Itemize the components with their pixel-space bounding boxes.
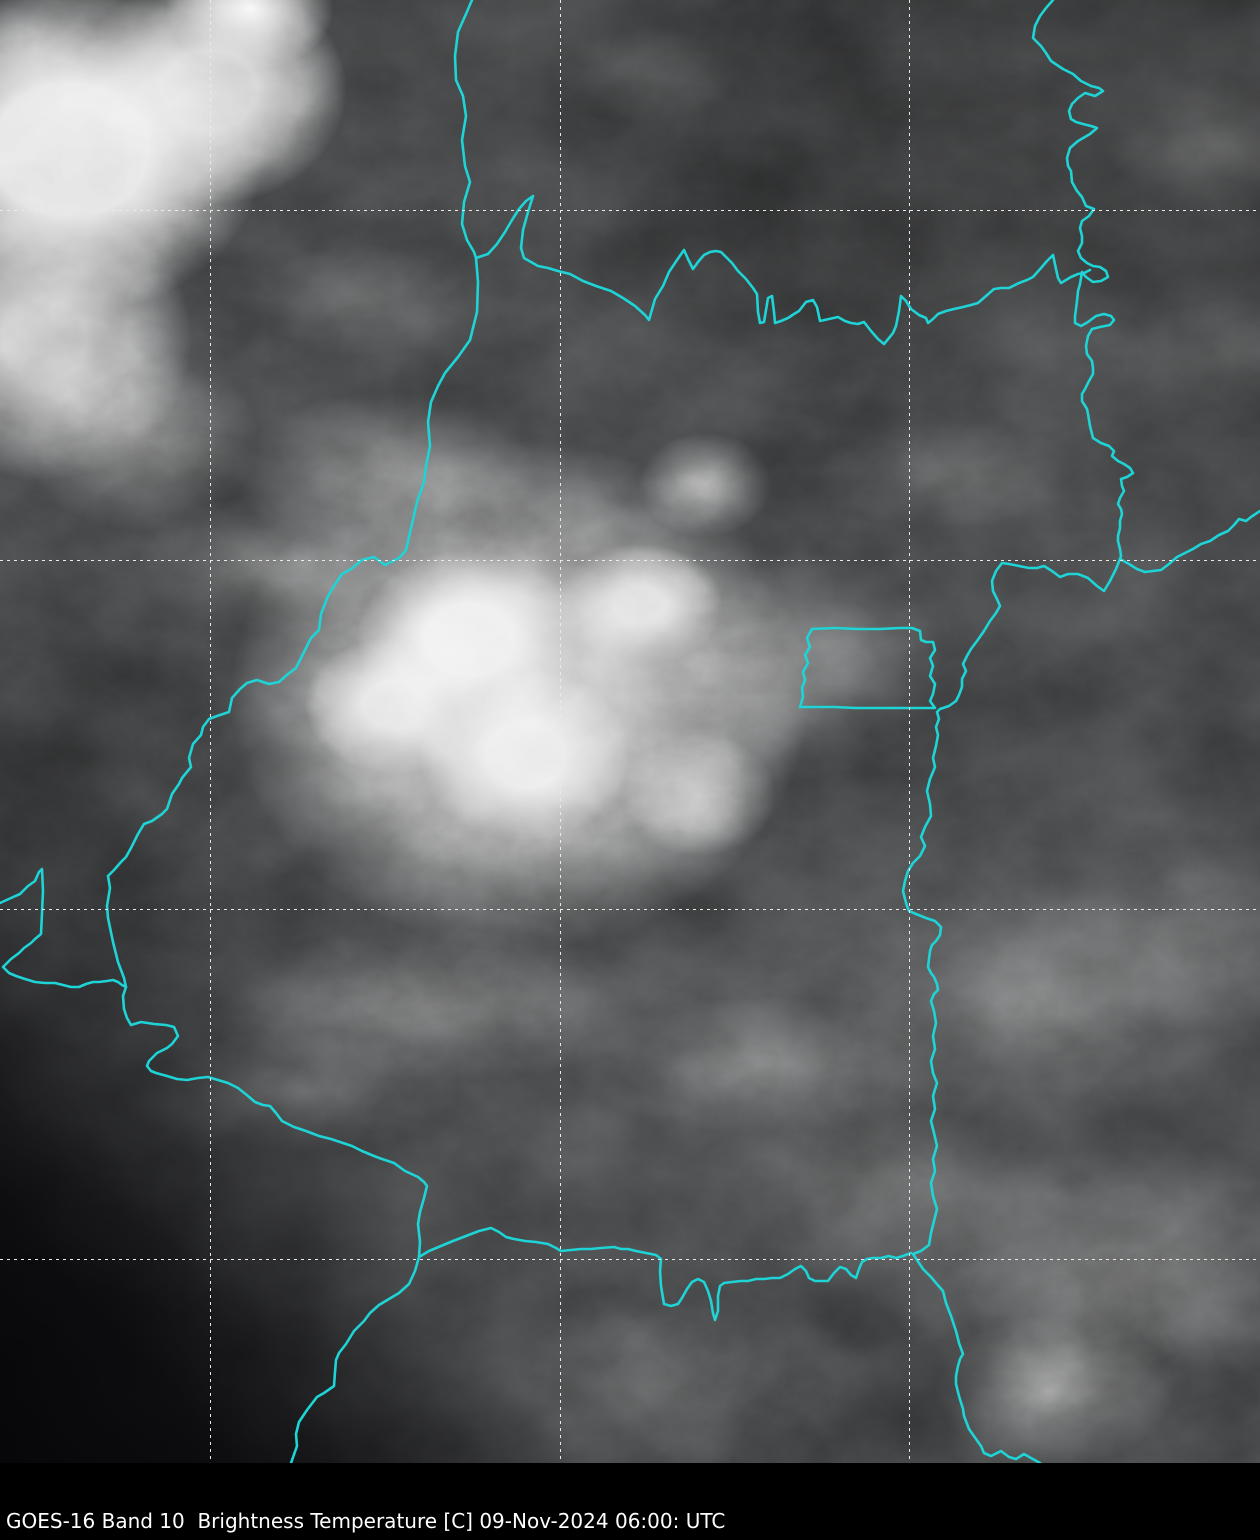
river-boundary-west	[105, 0, 480, 1463]
zigzag-border-north	[474, 194, 1092, 346]
border-branch-northeast	[1118, 509, 1260, 574]
map-boundaries-overlay	[0, 0, 1260, 1463]
caption-text: GOES-16 Band 10 Brightness Temperature […	[6, 1509, 726, 1533]
caption-bar: GOES-16 Band 10 Brightness Temperature […	[0, 1463, 1260, 1540]
district-boundary-box	[798, 626, 937, 710]
coastline-west	[0, 867, 128, 989]
border-south	[417, 1226, 913, 1322]
river-boundary-east	[901, 0, 1135, 1463]
satellite-image	[0, 0, 1260, 1463]
